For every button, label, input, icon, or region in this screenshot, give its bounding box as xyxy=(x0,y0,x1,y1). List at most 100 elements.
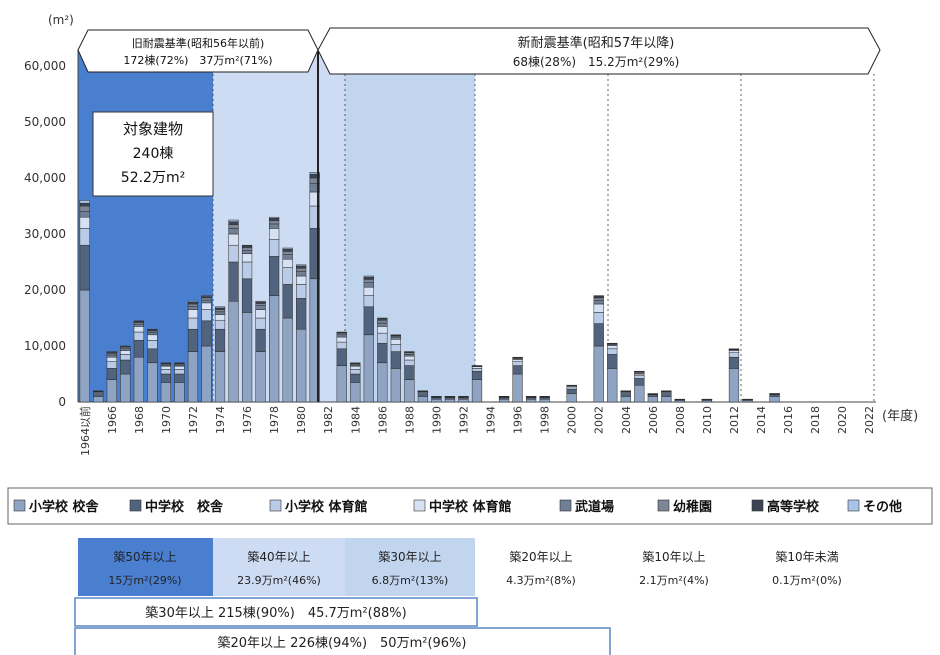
bar-segment xyxy=(593,295,604,299)
bar-segment xyxy=(350,373,361,383)
bar-segment xyxy=(120,354,131,361)
bar-segment xyxy=(512,356,523,358)
bar-segment xyxy=(674,400,686,403)
bar-segment xyxy=(228,244,239,263)
bar-segment xyxy=(634,375,645,379)
bar-segment xyxy=(228,300,239,403)
age-band-label: 築30年以上 xyxy=(378,549,441,564)
bar-segment xyxy=(728,350,740,353)
age-band-value: 23.9万m²(46%) xyxy=(237,574,321,587)
bar-segment xyxy=(309,172,320,175)
x-tick-label: 1970 xyxy=(160,406,173,434)
bar-segment xyxy=(133,340,144,358)
bar-segment xyxy=(647,396,658,403)
bar-segment xyxy=(296,265,307,269)
bar-segment xyxy=(187,303,199,307)
bar-segment xyxy=(268,218,280,221)
bar-segment xyxy=(214,351,226,403)
age-band-value: 15万m²(29%) xyxy=(108,574,181,587)
bar-segment xyxy=(471,365,483,367)
bar-segment xyxy=(214,311,226,315)
age-band-label: 築20年以上 xyxy=(509,549,572,564)
bar-segment xyxy=(255,309,266,319)
bar-segment xyxy=(404,351,415,353)
bar-segment xyxy=(661,393,672,397)
bar-segment xyxy=(512,359,523,362)
bar-segment xyxy=(106,379,117,403)
bar-segment xyxy=(471,379,483,403)
x-tick-label: 1972 xyxy=(187,406,200,434)
bar-segment xyxy=(512,373,523,403)
age-band-value: 0.1万m²(0%) xyxy=(772,574,842,587)
target-box xyxy=(92,111,214,197)
bar-segment xyxy=(255,303,266,306)
bar-segment xyxy=(471,368,483,372)
bar-segment xyxy=(593,300,604,305)
bar-segment xyxy=(512,365,523,375)
bar-segment xyxy=(336,336,347,343)
legend-label: 中学校 体育館 xyxy=(429,499,512,515)
bar-segment xyxy=(187,328,199,352)
bar-segment xyxy=(133,323,144,327)
bar-segment xyxy=(404,354,415,357)
legend-label: 小学校 体育館 xyxy=(285,499,368,515)
bar-series xyxy=(79,172,780,403)
bar-segment xyxy=(268,256,280,296)
bar-segment xyxy=(566,386,577,390)
y-tick-label: 30,000 xyxy=(24,227,66,241)
legend-label: その他 xyxy=(863,499,902,515)
legend: 小学校 校舎 中学校 校舎 小学校 体育館 中学校 体育館 武道場 幼稚園 高等学校 その他 xyxy=(13,499,902,515)
bar-segment xyxy=(214,319,226,330)
y-tick-label: 10,000 xyxy=(24,339,66,353)
bar-segment xyxy=(336,331,347,333)
bar-segment xyxy=(282,247,293,250)
bar-segment xyxy=(431,396,442,398)
bar-segment xyxy=(214,309,226,313)
summary-30-box xyxy=(74,597,478,627)
bar-segment xyxy=(512,361,523,366)
bar-segment xyxy=(106,356,117,362)
bar-segment xyxy=(390,334,401,336)
bar-segment xyxy=(377,319,388,324)
legend-swatch xyxy=(847,499,860,512)
bar-segment xyxy=(363,275,374,278)
bar-segment xyxy=(593,312,604,324)
legend-label: 武道場 xyxy=(575,499,614,515)
bar-segment xyxy=(228,221,239,225)
x-tick-label: 1974 xyxy=(214,406,227,434)
bar-segment xyxy=(607,348,618,355)
x-tick-label: 2022 xyxy=(863,406,876,434)
bar-segment xyxy=(377,317,388,319)
bar-segment xyxy=(390,336,401,340)
bar-segment xyxy=(539,397,550,400)
bar-segment xyxy=(417,396,429,403)
bar-segment xyxy=(350,369,361,375)
bar-segment xyxy=(147,328,158,331)
bar-segment xyxy=(160,369,172,375)
x-axis-ticks: 1964以前 1966 1968 1970 1972 1974 1976 1978 1980 19… xyxy=(78,406,876,456)
target-title: 対象建物 xyxy=(123,120,183,138)
bar-segment xyxy=(106,351,117,353)
bar-segment xyxy=(363,286,374,296)
bar-segment xyxy=(282,267,293,285)
bar-segment xyxy=(133,331,144,341)
bar-segment xyxy=(336,332,347,336)
bar-segment xyxy=(377,322,388,327)
bar-segment xyxy=(201,320,212,347)
bar-segment xyxy=(377,318,388,321)
bar-segment xyxy=(241,247,253,251)
header-old-sub: 172棟(72%) 37万m²(71%) xyxy=(123,53,272,67)
bar-segment xyxy=(458,398,469,403)
bar-segment xyxy=(93,390,104,392)
bar-segment xyxy=(255,317,266,330)
bar-segment xyxy=(187,305,199,310)
age-band-50-bg xyxy=(78,538,213,596)
bar-segment xyxy=(566,384,577,386)
header-new-banner xyxy=(317,27,881,75)
bar-segment xyxy=(187,351,199,403)
bar-segment xyxy=(282,251,293,255)
bar-segment xyxy=(728,348,740,350)
bar-segment xyxy=(120,345,131,347)
age-band-30-bg xyxy=(345,538,475,596)
